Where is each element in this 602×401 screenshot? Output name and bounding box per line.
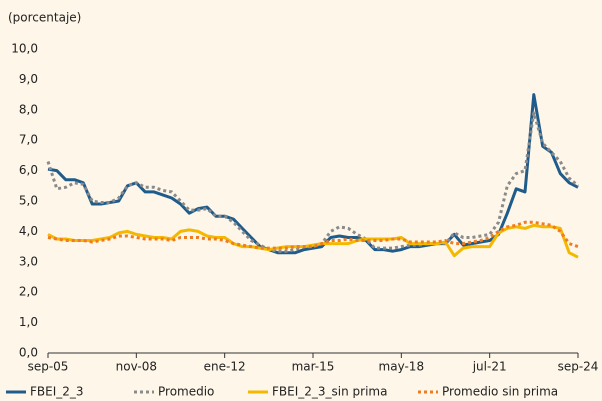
y-tick-label: 2,0 [19, 285, 38, 299]
x-tick-label: may-18 [379, 360, 425, 374]
y-tick-label: 8,0 [19, 102, 38, 116]
legend-label: FBEI_2_3 [30, 385, 84, 399]
y-tick-label: 10,0 [11, 42, 38, 56]
legend-label: Promedio [158, 385, 214, 399]
legend-label: FBEI_2_3_sin prima [272, 385, 387, 399]
y-tick-label: 9,0 [19, 72, 38, 86]
y-axis-label: (porcentaje) [8, 11, 81, 25]
x-tick-label: mar-15 [292, 360, 335, 374]
y-tick-label: 4,0 [19, 224, 38, 238]
x-tick-label: sep-24 [558, 360, 599, 374]
y-tick-label: 0,0 [19, 346, 38, 360]
x-tick-label: jul-21 [472, 360, 507, 374]
x-tick-label: ene-12 [204, 360, 246, 374]
series-line [47, 223, 579, 259]
y-tick-label: 7,0 [19, 133, 38, 147]
y-tick-label: 1,0 [19, 315, 38, 329]
y-tick-label: 5,0 [19, 194, 38, 208]
series-line [46, 111, 579, 253]
y-tick-label: 3,0 [19, 254, 38, 268]
y-tick-label: 6,0 [19, 163, 38, 177]
x-tick-label: nov-08 [116, 360, 157, 374]
x-tick-label: sep-05 [28, 360, 69, 374]
legend-label: Promedio sin prima [442, 385, 558, 399]
